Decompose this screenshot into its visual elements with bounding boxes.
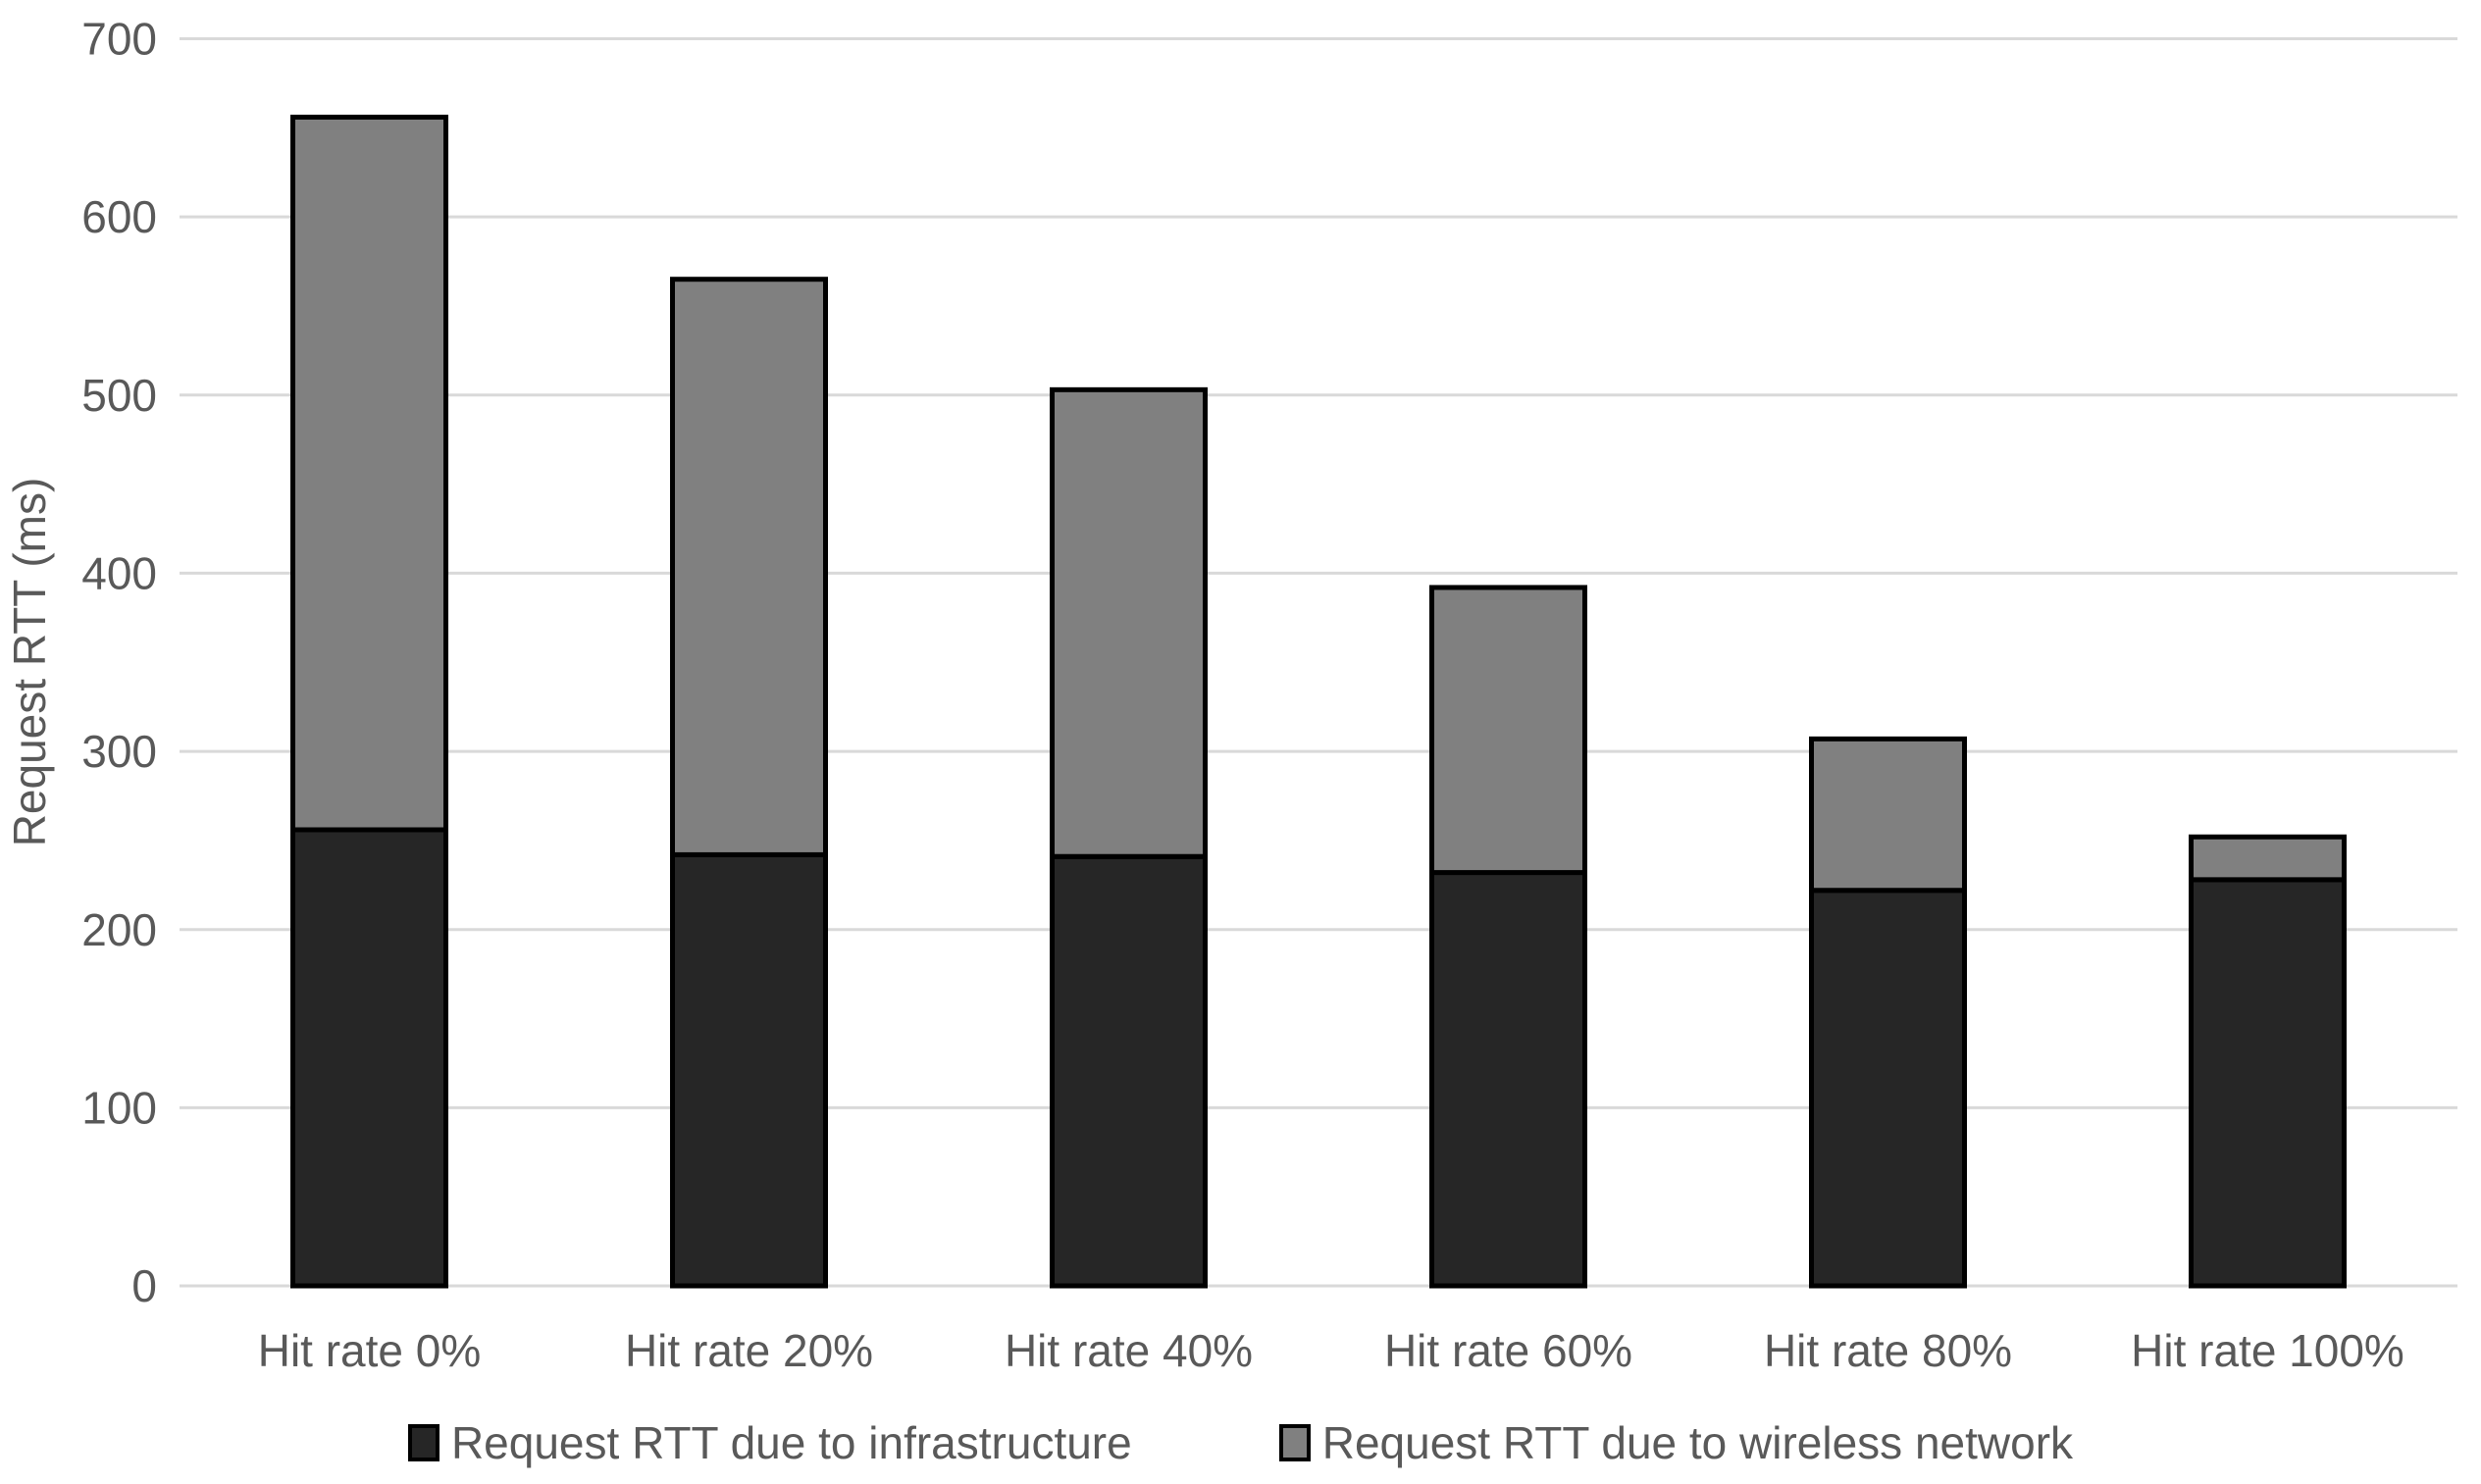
bar-segment-1-4: [1809, 736, 1967, 894]
legend-entry: Request RTT due to wireless network: [1278, 1416, 2074, 1469]
bar-segment-0-2: [1050, 853, 1208, 1289]
legend: Request RTT due to infrastructure Request…: [0, 1416, 2481, 1469]
bar-segment-1-0: [290, 114, 448, 833]
bar-segment-1-1: [670, 277, 828, 857]
bar-segment-1-5: [2189, 834, 2347, 883]
x-category-label: Hit rate 80%: [1764, 1325, 2012, 1376]
bar-segment-0-3: [1429, 870, 1587, 1289]
x-category-label: Hit rate 40%: [1005, 1325, 1253, 1376]
x-category-label: Hit rate 20%: [625, 1325, 873, 1376]
y-tick-label: 500: [81, 370, 157, 421]
y-tick-label: 100: [81, 1082, 157, 1133]
x-category-label: Hit rate 60%: [1384, 1325, 1632, 1376]
legend-label: Request RTT due to infrastructure: [450, 1417, 1132, 1468]
legend-label: Request RTT due to wireless network: [1321, 1417, 2074, 1468]
bar-segment-0-5: [2189, 877, 2347, 1289]
y-tick-label: 400: [81, 548, 157, 599]
y-tick-label: 0: [131, 1260, 157, 1311]
y-tick-label: 200: [81, 904, 157, 955]
y-tick-label: 300: [81, 726, 157, 777]
bar-segment-0-1: [670, 851, 828, 1289]
x-category-label: Hit rate 0%: [258, 1325, 482, 1376]
bar-segment-0-4: [1809, 888, 1967, 1289]
x-category-label: Hit rate 100%: [2131, 1325, 2404, 1376]
legend-marker-icon: [1278, 1424, 1311, 1461]
bar-segment-1-3: [1429, 585, 1587, 876]
y-axis-title: Request RTT (ms): [4, 478, 55, 847]
y-tick-label: 600: [81, 191, 157, 242]
bar-segment-1-2: [1050, 386, 1208, 859]
legend-marker-icon: [407, 1424, 439, 1461]
legend-entry: Request RTT due to infrastructure: [407, 1416, 1132, 1469]
y-tick-label: 700: [81, 14, 157, 65]
bar-segment-0-0: [290, 827, 448, 1289]
